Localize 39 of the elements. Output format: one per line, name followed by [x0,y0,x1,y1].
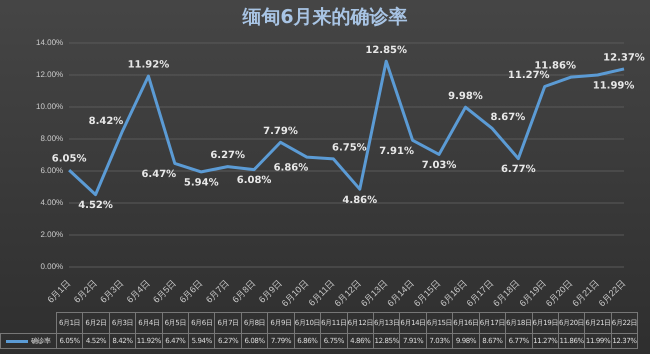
x-tick-label: 6月1日 [45,278,72,305]
text: 7.79% [263,126,298,137]
x-tick-label: 6月3日 [98,278,126,305]
text: 6.77% [500,164,536,176]
text: 8.42% [88,116,124,127]
y-tick-label: 0.00% [40,262,64,272]
text: 12.37% [603,52,645,64]
x-tick-label: 6月6日 [178,278,204,305]
text: 6.86% [274,162,308,174]
text: 7.91% [379,146,414,157]
text: 6.05% [52,154,86,165]
text: 11.99% [592,80,634,92]
y-tick-label: 2.00% [40,230,64,240]
text: 11.86% [534,60,576,72]
text: 5.94% [184,177,219,188]
text: 11.27% [508,70,550,82]
y-tick-label: 12.00% [36,70,64,80]
x-tick-label: 6月4日 [124,278,152,305]
text: 7.03% [422,160,456,172]
y-tick-label: 6.00% [40,166,64,176]
y-tick-label: 8.00% [40,134,64,144]
text: 12.85% [365,44,408,56]
text: 11.92% [128,60,170,71]
text: 4.52% [78,200,113,212]
x-tick-label: 6月5日 [151,278,178,305]
chart-title: 缅甸6月来的确诊率 [241,5,409,30]
y-tick-label: 4.00% [40,198,64,208]
text: 4.86% [342,194,378,206]
text: 6.47% [141,168,176,180]
x-tick-label: 6月7日 [204,278,231,305]
y-tick-label: 14.00% [36,38,64,48]
text: 6.27% [210,150,246,162]
text: 9.98% [448,90,483,102]
y-tick-label: 10.00% [36,102,64,112]
text: 6.08% [236,175,272,186]
text: 8.67% [490,112,526,123]
text: 6.75% [332,142,367,154]
x-tick-label: 6月8日 [230,278,258,305]
x-tick-label: 6月2日 [72,278,99,305]
